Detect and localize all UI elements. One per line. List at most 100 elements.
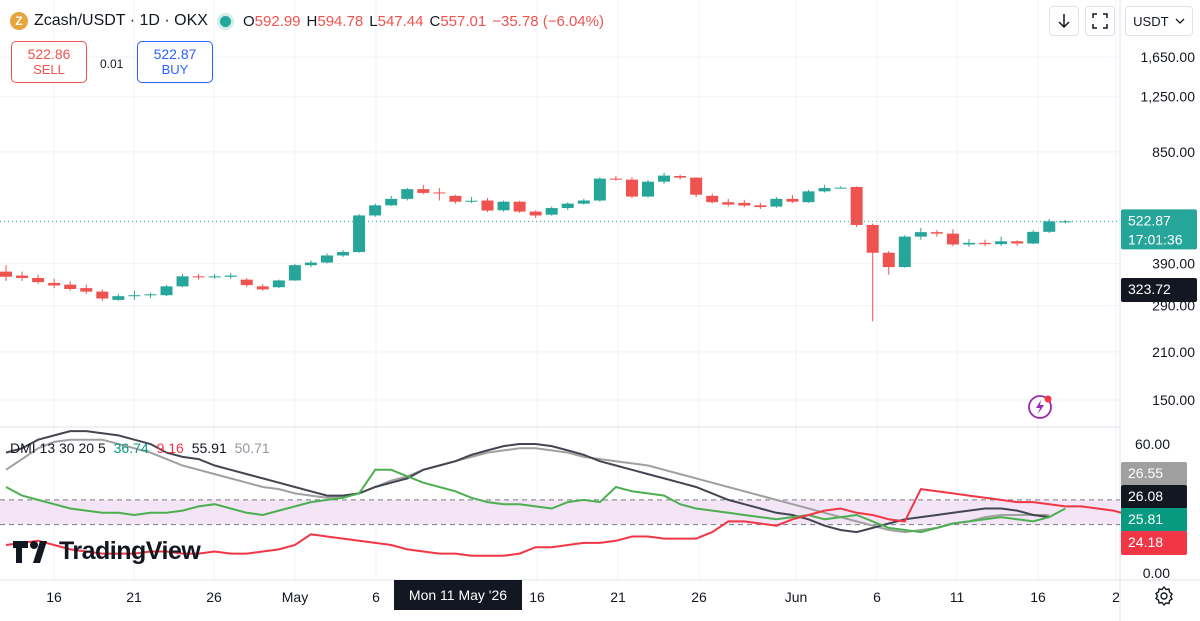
candle-body — [625, 179, 638, 197]
candle — [96, 289, 109, 301]
time-tick-label: 11 — [950, 589, 965, 605]
tradingview-logo[interactable]: TradingView — [13, 537, 201, 566]
candle — [240, 277, 253, 288]
candle — [866, 223, 879, 322]
candle — [64, 281, 77, 291]
candle-body — [288, 265, 301, 281]
plus-di-value: 36.74 — [113, 440, 149, 456]
candle — [16, 271, 29, 281]
candle-body — [385, 198, 398, 206]
buy-label: BUY — [161, 62, 189, 77]
last-price-badge: 522.87 17:01:36 — [1121, 209, 1197, 250]
candle-body — [834, 187, 847, 189]
candle — [369, 203, 382, 217]
candle — [898, 235, 911, 268]
tradingview-logo-text: TradingView — [59, 537, 201, 565]
candle-body — [802, 191, 815, 203]
candle — [625, 177, 638, 199]
dmi-name: DMI 13 30 20 5 — [10, 440, 106, 456]
candle — [208, 273, 221, 279]
market-status-icon[interactable] — [219, 15, 231, 27]
candle-body — [144, 294, 157, 296]
candle — [304, 260, 317, 268]
candle-body — [722, 202, 735, 205]
candle-body — [995, 241, 1008, 245]
candle-body — [1043, 221, 1056, 232]
currency-select[interactable]: USDT — [1125, 6, 1193, 36]
candle — [834, 186, 847, 189]
candle — [288, 264, 301, 281]
lightning-icon[interactable] — [1027, 394, 1053, 420]
adxr-badge: 26.55 — [1121, 462, 1187, 486]
candlestick-series — [0, 172, 1072, 322]
candle-body — [337, 252, 350, 256]
symbol-title[interactable]: Zcash/USDT · 1D · OKX — [34, 12, 208, 29]
crosshair-price-badge: 323.72 — [1121, 277, 1197, 302]
candle — [48, 278, 61, 289]
candle — [144, 292, 157, 299]
dmi-legend[interactable]: DMI 13 30 20 5 36.74 9.16 55.91 50.71 — [10, 440, 274, 456]
candle-body — [529, 211, 542, 216]
time-tick-label: 6 — [873, 589, 881, 605]
high-label: H — [306, 12, 318, 30]
candle-body — [256, 286, 269, 290]
candle — [160, 285, 173, 297]
plus-di-badge-text: 25.81 — [1128, 511, 1163, 527]
candle — [1059, 219, 1072, 224]
candle-body — [979, 242, 992, 245]
candle-body — [192, 276, 205, 278]
candle — [1011, 240, 1024, 247]
candle — [128, 290, 141, 300]
sell-button[interactable]: 522.86 SELL — [11, 41, 87, 83]
candle — [385, 195, 398, 207]
candle-body — [963, 242, 975, 245]
plus-di-badge: 25.81 — [1121, 508, 1187, 532]
plus-di-line — [5, 468, 1066, 534]
candle — [642, 180, 654, 198]
sell-price: 522.86 — [27, 46, 71, 62]
candle-body — [64, 284, 77, 289]
candle-body — [914, 232, 927, 237]
candle — [353, 214, 366, 253]
adxr-value: 50.71 — [234, 440, 270, 456]
candle — [529, 210, 542, 219]
dmi-axis[interactable]: 60.00 0.00 — [1135, 436, 1170, 581]
price-tick-label: 150.00 — [1152, 392, 1195, 408]
candle-body — [208, 276, 221, 278]
candle-body — [128, 295, 141, 297]
candle-body — [433, 192, 446, 194]
candle — [946, 229, 959, 247]
buy-price: 522.87 — [153, 46, 197, 62]
candle — [914, 227, 927, 240]
minus-di-line — [5, 488, 1130, 557]
candle — [449, 194, 462, 204]
close-value: 557.01 — [440, 12, 487, 30]
price-tick-label: 1,250.00 — [1141, 89, 1196, 105]
candle-body — [369, 205, 382, 216]
candle — [1027, 230, 1040, 245]
candle — [593, 177, 606, 202]
tradingview-logo-icon — [13, 540, 47, 563]
time-axis[interactable]: 16 21 26 May 6 16 21 26 Jun 6 11 16 2 — [46, 589, 1120, 605]
buy-button[interactable]: 522.87 BUY — [137, 41, 213, 83]
chevron-down-icon — [1175, 18, 1185, 24]
candle-body — [754, 205, 767, 208]
download-button[interactable] — [1049, 6, 1079, 36]
time-tick-label: 16 — [1030, 589, 1046, 605]
candle — [32, 274, 45, 284]
adx-badge-text: 26.08 — [1128, 488, 1163, 504]
candle — [995, 236, 1008, 247]
low-label: L — [369, 12, 378, 30]
adx-badge: 26.08 — [1121, 485, 1187, 509]
candle-body — [706, 195, 719, 203]
spread-value: 0.01 — [100, 57, 124, 71]
time-tick-label: 21 — [610, 589, 626, 605]
open-label: O — [242, 12, 255, 30]
fullscreen-button[interactable] — [1085, 6, 1115, 36]
open-value: 592.99 — [254, 12, 301, 30]
candle-body — [818, 188, 831, 192]
gear-icon[interactable] — [1152, 584, 1176, 608]
candle — [433, 188, 446, 201]
candle-body — [449, 195, 462, 202]
